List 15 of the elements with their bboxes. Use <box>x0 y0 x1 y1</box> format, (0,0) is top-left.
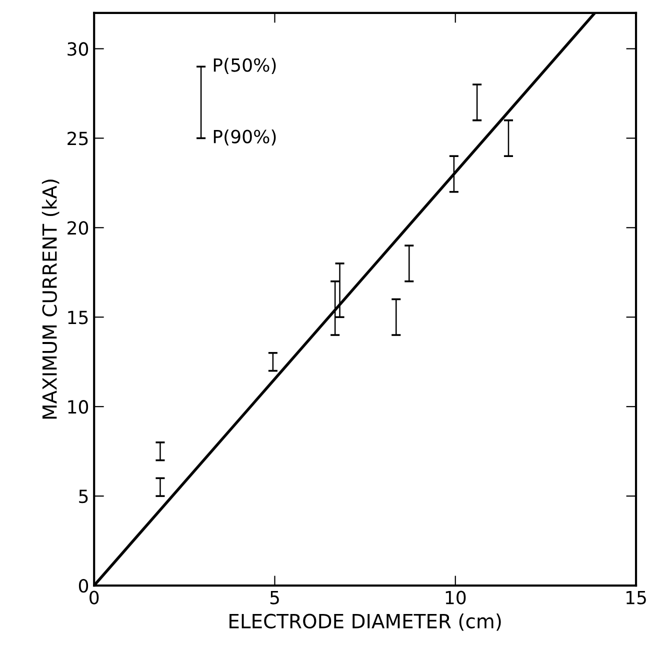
y-tick-label: 30 <box>68 42 88 56</box>
y-tick-label: 10 <box>68 400 88 414</box>
y-axis-title: MAXIMUM CURRENT (kA) <box>42 180 60 419</box>
y-tick-label: 0 <box>78 578 88 593</box>
x-tick-label: 0 <box>90 590 99 604</box>
y-tick-label: 25 <box>68 132 88 146</box>
x-tick-label: 10 <box>446 590 466 604</box>
x-tick-label: 15 <box>626 590 646 604</box>
annotation: P(90%) <box>214 129 276 146</box>
x-axis-title: ELECTRODE DIAMETER (cm) <box>230 613 501 631</box>
y-tick-label: 20 <box>68 221 88 235</box>
x-tick-label: 5 <box>270 590 279 604</box>
annotation: P(50%) <box>214 58 276 74</box>
y-tick-label: 5 <box>79 490 88 504</box>
y-tick-label: 15 <box>68 310 88 324</box>
